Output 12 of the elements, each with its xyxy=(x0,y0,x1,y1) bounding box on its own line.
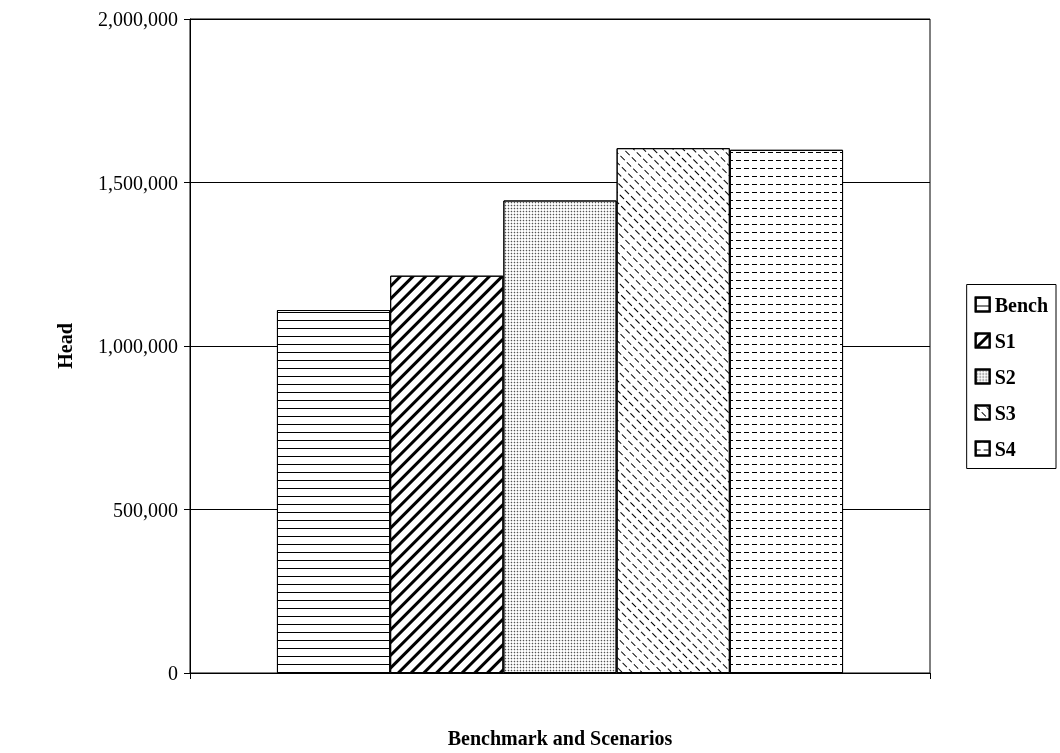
legend-label: S3 xyxy=(994,401,1016,424)
x-axis-title: Benchmark and Scenarios xyxy=(447,727,673,749)
y-tick-label: 1,500,000 xyxy=(98,171,178,194)
y-tick-label: 500,000 xyxy=(113,498,178,521)
y-tick-label: 2,000,000 xyxy=(98,8,178,30)
legend-label: S1 xyxy=(994,329,1016,352)
legend-label: S4 xyxy=(994,437,1016,460)
legend-label: Bench xyxy=(994,293,1048,316)
y-tick-label: 1,000,000 xyxy=(98,335,178,357)
legend-label: S2 xyxy=(994,365,1016,388)
y-tick-label: 0 xyxy=(168,662,178,684)
y-axis-title: Head xyxy=(54,323,76,369)
